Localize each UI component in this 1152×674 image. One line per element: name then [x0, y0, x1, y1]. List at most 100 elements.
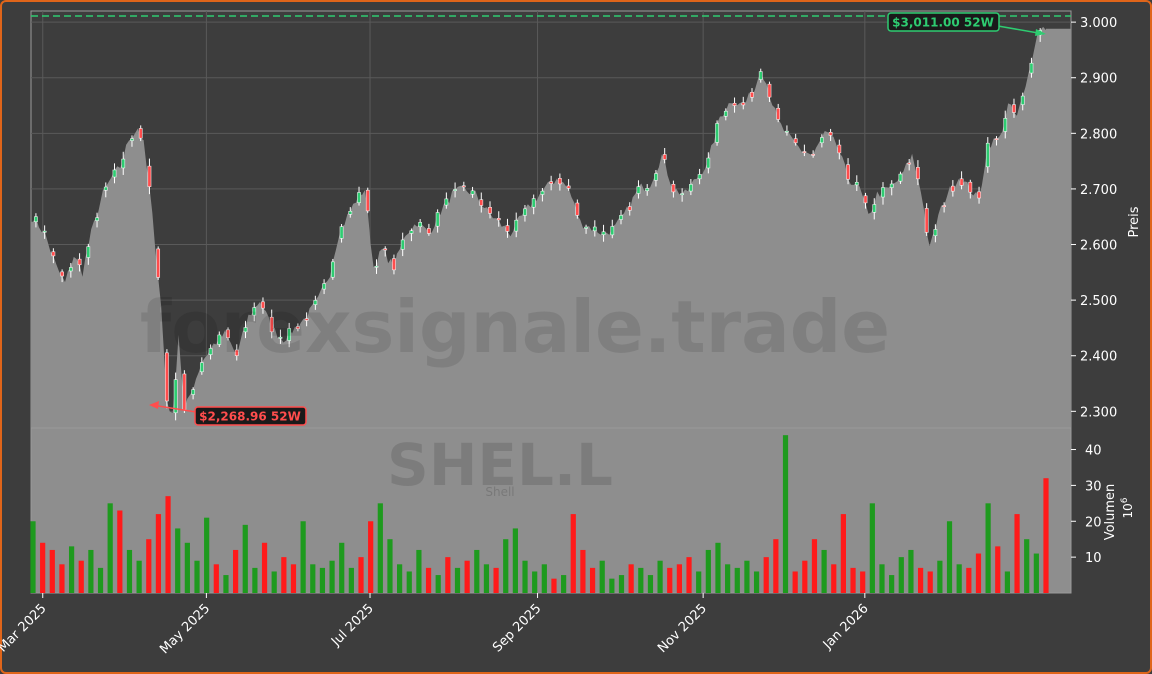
- candle-down: [549, 175, 553, 191]
- candle-body: [671, 183, 676, 193]
- volume-bar-down: [667, 567, 673, 593]
- candle-up: [287, 322, 292, 348]
- volume-bar-up: [242, 524, 248, 593]
- candle-body: [662, 154, 667, 160]
- candle-up: [112, 163, 117, 184]
- volume-bar-up: [725, 564, 731, 593]
- candle-up: [706, 152, 711, 174]
- volume-y-ticks: 10 20 30 40: [1071, 444, 1102, 566]
- candle-body: [715, 123, 719, 143]
- candle-body: [689, 184, 693, 192]
- high-52w-label-box: [887, 12, 1000, 32]
- volume-bar-up: [483, 564, 490, 593]
- candle-up: [715, 120, 719, 146]
- price-y-tick-label: 2.800: [1080, 127, 1117, 142]
- candle-body: [496, 218, 501, 221]
- volume-bar-up: [252, 567, 258, 593]
- candle-body: [523, 208, 527, 216]
- volume-bar-down: [802, 560, 808, 593]
- candle-up: [435, 209, 440, 233]
- candle-body: [374, 265, 379, 268]
- volume-bar-down: [850, 567, 856, 593]
- candle-up: [313, 295, 318, 310]
- candle-body: [409, 230, 414, 234]
- price-y-tick-label: 3.000: [1080, 16, 1117, 31]
- candle-down: [750, 88, 754, 102]
- volume-bars: [30, 435, 1049, 593]
- candle-up: [881, 182, 885, 205]
- low-52w-annotation: $2,268.96 52W: [149, 401, 307, 426]
- volume-bar-up: [435, 575, 441, 593]
- volume-bar-down: [155, 514, 162, 593]
- candle-body: [234, 349, 239, 356]
- candle-body: [872, 204, 877, 213]
- candle-body: [758, 71, 763, 80]
- candle-up: [400, 232, 405, 257]
- candle-body: [392, 258, 396, 271]
- candle-down: [226, 327, 230, 341]
- volume-bar-down: [464, 560, 470, 593]
- candle-down: [968, 179, 973, 199]
- candle-down: [671, 180, 676, 198]
- volume-bar-up: [319, 567, 326, 593]
- volume-bar-up: [696, 571, 702, 593]
- candle-down: [662, 147, 667, 164]
- candle-body: [549, 181, 553, 184]
- volume-bar-down: [49, 549, 55, 593]
- brand-watermark: forexsignale.trade: [140, 285, 890, 369]
- volume-bar-up: [107, 503, 113, 593]
- volume-y-tick-label: 40: [1085, 444, 1102, 459]
- candle-up: [872, 198, 877, 220]
- volume-bar-up: [638, 567, 644, 593]
- volume-bar-down: [261, 542, 268, 593]
- candle-up: [130, 135, 134, 147]
- candle-body: [627, 206, 632, 211]
- candle-up: [680, 188, 684, 202]
- candle-body: [330, 261, 335, 278]
- candle-down: [767, 81, 772, 102]
- candle-body: [531, 198, 536, 208]
- volume-bar-down: [40, 542, 46, 593]
- volume-bar-down: [995, 546, 1001, 593]
- volume-bar-down: [281, 557, 287, 593]
- volume-bar-up: [416, 549, 422, 593]
- volume-bar-up: [618, 575, 625, 593]
- candle-up: [889, 180, 894, 196]
- candle-body: [558, 178, 562, 185]
- candle-up: [322, 279, 326, 295]
- volume-bar-down: [551, 578, 557, 593]
- volume-bar-up: [985, 503, 991, 593]
- volume-bar-up: [1004, 571, 1011, 593]
- candle-up: [636, 180, 641, 199]
- volume-bar-up: [387, 539, 393, 593]
- candle-down: [575, 199, 580, 219]
- candle-body: [130, 138, 134, 141]
- candle-down: [793, 133, 798, 146]
- candle-down: [488, 201, 492, 219]
- volume-bar-up: [30, 521, 36, 593]
- x-tick-label: Jul 2025: [328, 601, 377, 650]
- candle-up: [330, 258, 335, 280]
- candle-up: [645, 184, 650, 196]
- candle-body: [619, 215, 623, 220]
- volume-bar-up: [397, 564, 403, 593]
- volume-unit-label: 106: [1120, 497, 1135, 518]
- volume-bar-up: [647, 575, 654, 593]
- candle-up: [601, 224, 606, 242]
- candle-down: [427, 223, 431, 236]
- candle-down: [261, 297, 265, 314]
- volume-y-tick-label: 10: [1085, 551, 1102, 566]
- candle-body: [400, 239, 405, 250]
- candle-up: [339, 224, 344, 243]
- candle-body: [313, 300, 318, 305]
- candle-body: [112, 169, 117, 178]
- candle-down: [269, 309, 274, 339]
- candle-down: [392, 254, 396, 275]
- candle-body: [968, 181, 973, 193]
- candle-body: [34, 216, 38, 222]
- candle-body: [304, 318, 309, 321]
- candle-up: [243, 320, 248, 339]
- low-52w-arrow: [151, 404, 197, 413]
- price-panel: 2.300 2.400 2.500 2.600 2.700 2.800 2.900 3.000…: [30, 10, 1142, 430]
- volume-bar-down: [146, 539, 152, 593]
